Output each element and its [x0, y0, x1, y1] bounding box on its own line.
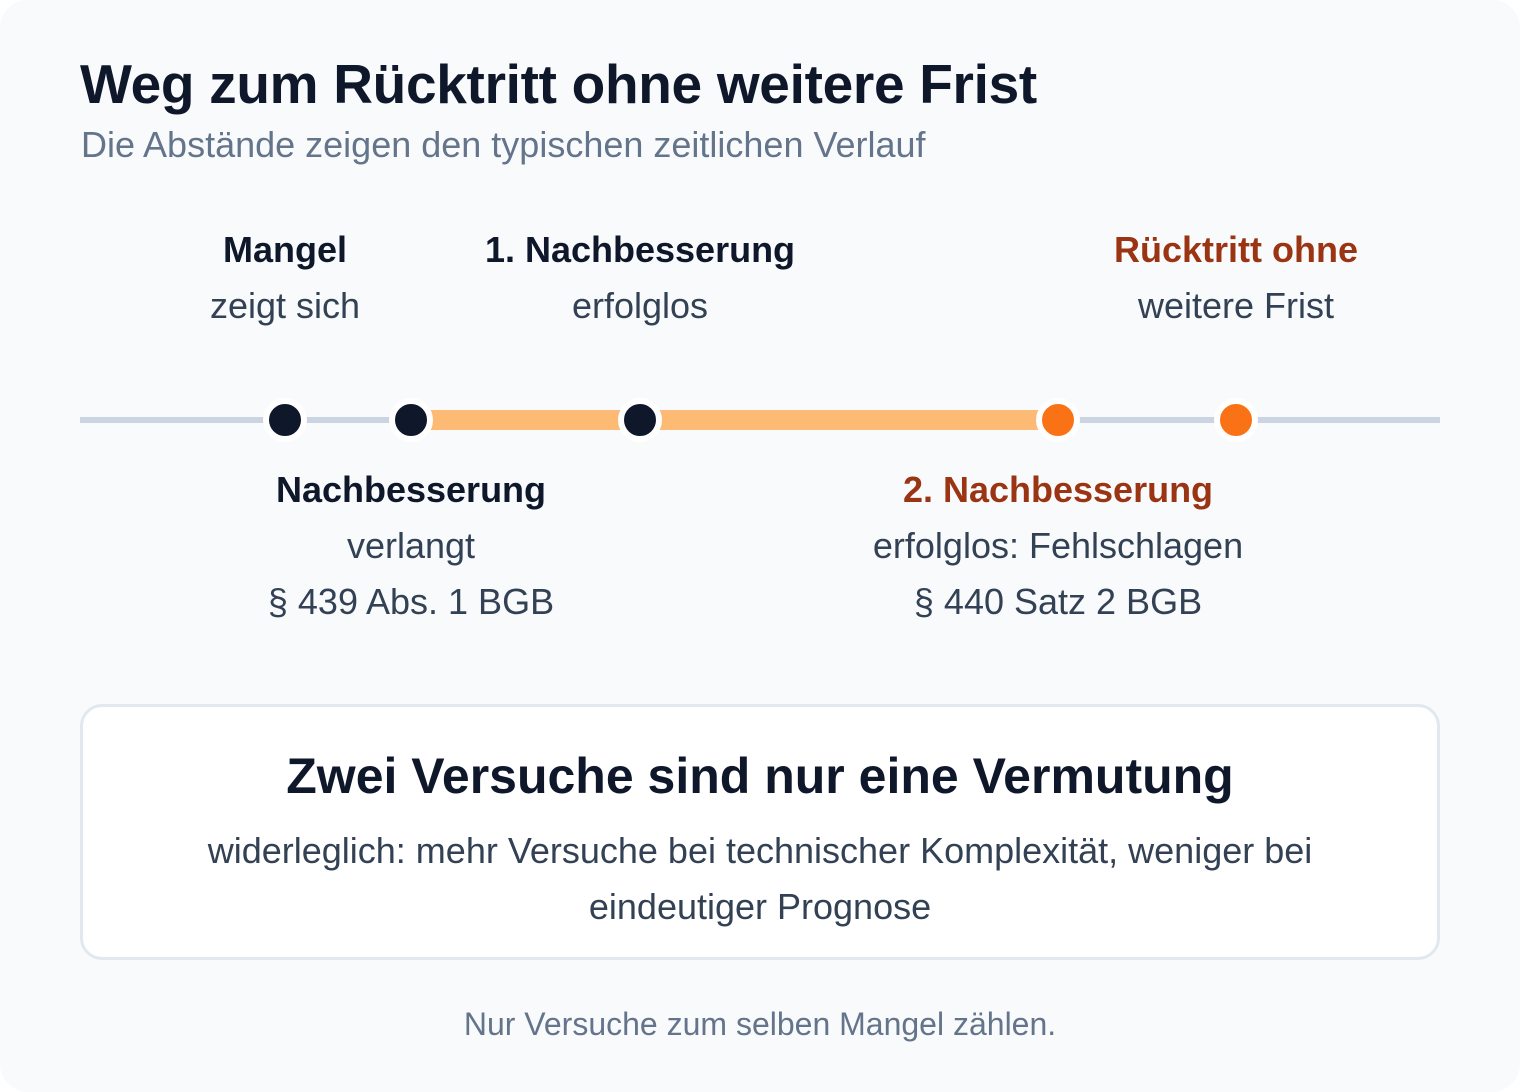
timeline-event-label-5: Rücktritt ohne weitere Frist [956, 222, 1516, 334]
timeline-event-title: Rücktritt ohne [1113, 229, 1358, 270]
note-box: Zwei Versuche sind nur eine Vermutung wi… [80, 704, 1440, 960]
timeline-event-detail: § 439 Abs. 1 BGB [267, 581, 555, 622]
timeline-dot-3 [618, 398, 662, 442]
page-title: Weg zum Rücktritt ohne weitere Frist [80, 53, 1037, 115]
timeline-event-title: Nachbesserung [275, 469, 547, 510]
timeline-event-detail: § 440 Satz 2 BGB [913, 581, 1203, 622]
note-body: widerleglich: mehr Versuche bei technisc… [207, 830, 1313, 927]
timeline-dot-5 [1214, 398, 1258, 442]
note-title: Zwei Versuche sind nur eine Vermutung [286, 748, 1234, 804]
timeline-event-label-2: Nachbesserung verlangt § 439 Abs. 1 BGB [131, 462, 691, 630]
timeline-event-label-1: Mangel zeigt sich [5, 222, 565, 334]
timeline-event-label-4: 2. Nachbesserung erfolglos: Fehlschlagen §… [778, 462, 1338, 630]
timeline-dot-1 [263, 398, 307, 442]
timeline-event-title: 1. Nachbesserung [484, 229, 796, 270]
timeline-event-detail: erfolglos: Fehlschlagen [872, 525, 1244, 566]
timeline-event-detail: verlangt [346, 525, 476, 566]
timeline-event-detail: erfolglos [571, 285, 709, 326]
timeline-event-title: 2. Nachbesserung [902, 469, 1214, 510]
timeline [80, 398, 1440, 442]
footnote: Nur Versuche zum selben Mangel zählen. [463, 1006, 1057, 1042]
timeline-event-label-3: 1. Nachbesserung erfolglos [360, 222, 920, 334]
timeline-dot-2 [389, 398, 433, 442]
timeline-dot-4 [1036, 398, 1080, 442]
timeline-event-detail: weitere Frist [1137, 285, 1335, 326]
timeline-dots [263, 398, 1258, 442]
timeline-event-detail: zeigt sich [209, 285, 361, 326]
page-subtitle: Die Abstände zeigen den typischen zeitli… [81, 124, 926, 165]
timeline-event-title: Mangel [222, 229, 347, 270]
